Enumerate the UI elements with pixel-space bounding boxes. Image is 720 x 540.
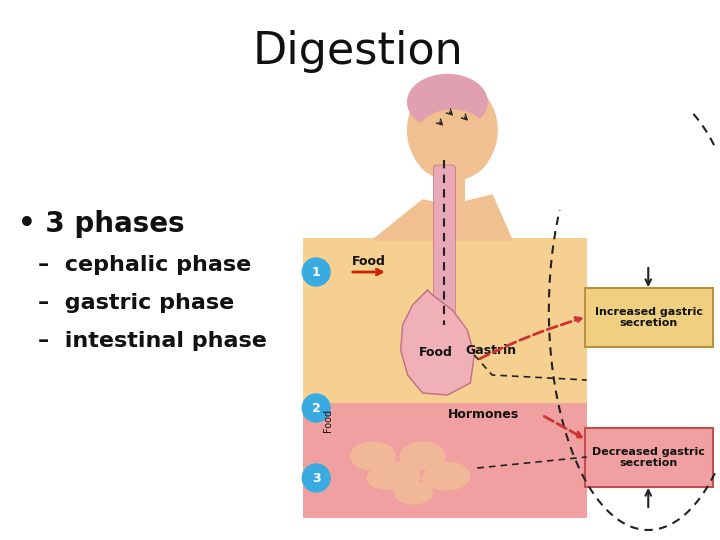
- Text: –  cephalic phase: – cephalic phase: [37, 255, 251, 275]
- Circle shape: [302, 394, 330, 422]
- Text: –  gastric phase: – gastric phase: [37, 293, 234, 313]
- Text: • 3 phases: • 3 phases: [18, 210, 184, 238]
- Text: Decreased gastric
secretion: Decreased gastric secretion: [593, 447, 705, 468]
- Polygon shape: [401, 290, 474, 395]
- Ellipse shape: [408, 75, 487, 130]
- Text: 3: 3: [312, 471, 320, 484]
- Bar: [439, 168, 465, 208]
- Ellipse shape: [413, 110, 492, 180]
- Ellipse shape: [395, 482, 433, 504]
- FancyBboxPatch shape: [433, 165, 455, 371]
- Text: –  intestinal phase: – intestinal phase: [37, 331, 266, 351]
- Ellipse shape: [400, 442, 445, 470]
- Ellipse shape: [425, 462, 469, 490]
- Text: Hormones: Hormones: [447, 408, 518, 422]
- Bar: [303, 403, 587, 518]
- Text: Food: Food: [323, 408, 333, 431]
- Text: Increased gastric
secretion: Increased gastric secretion: [595, 307, 703, 328]
- Circle shape: [302, 258, 330, 286]
- FancyBboxPatch shape: [585, 428, 713, 487]
- Ellipse shape: [367, 467, 405, 489]
- Text: Digestion: Digestion: [253, 30, 463, 73]
- Text: 1: 1: [312, 266, 320, 279]
- Circle shape: [302, 464, 330, 492]
- Text: Gastrin: Gastrin: [465, 343, 516, 356]
- Ellipse shape: [423, 467, 460, 489]
- Polygon shape: [373, 195, 512, 240]
- Bar: [303, 238, 587, 403]
- Text: 2: 2: [312, 402, 320, 415]
- Text: Food: Food: [352, 255, 386, 268]
- Ellipse shape: [351, 442, 395, 470]
- Ellipse shape: [408, 80, 497, 180]
- Text: Food: Food: [418, 346, 452, 359]
- FancyBboxPatch shape: [585, 288, 713, 347]
- Ellipse shape: [375, 462, 420, 490]
